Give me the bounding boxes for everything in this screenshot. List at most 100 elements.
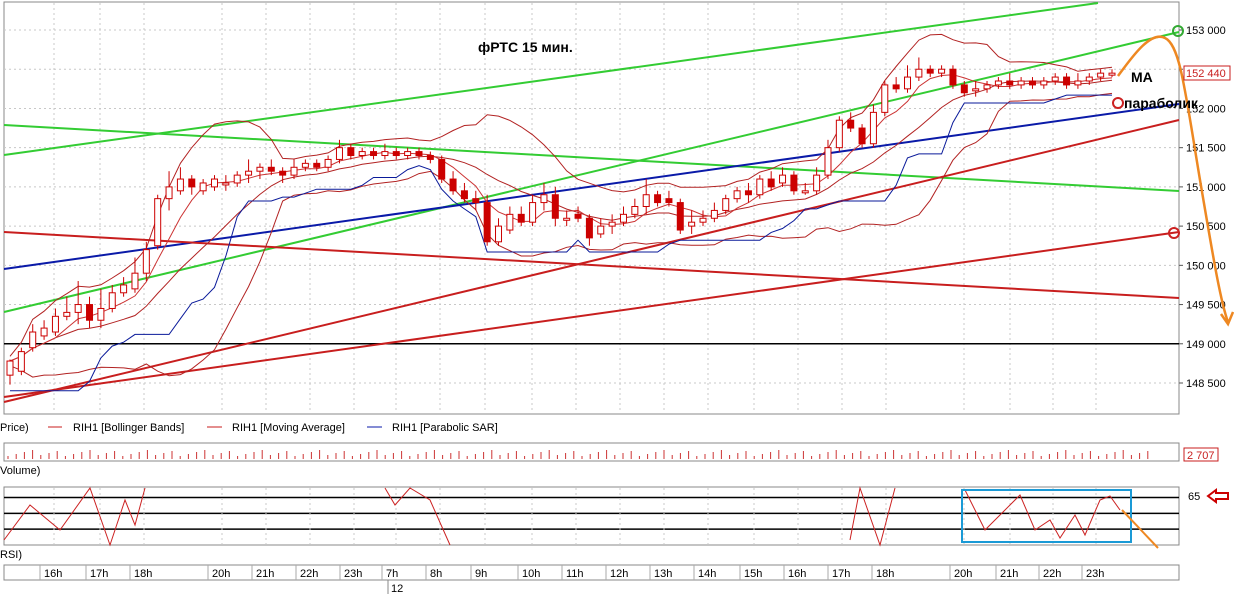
- candle: [335, 139, 343, 164]
- candle: [199, 179, 207, 195]
- candle: [869, 104, 877, 148]
- legend-bollinger: RIH1 [Bollinger Bands]: [73, 422, 184, 434]
- candle: [404, 147, 412, 160]
- candle: [756, 175, 764, 199]
- candle: [415, 147, 423, 160]
- candle: [495, 218, 503, 246]
- red-trend-down: [3, 231, 1180, 299]
- candle: [858, 124, 866, 148]
- y-tick-label: 153 000: [1186, 25, 1226, 37]
- candle: [642, 179, 650, 215]
- time-label: 17h: [832, 568, 850, 580]
- candle: [631, 198, 639, 219]
- candle: [506, 206, 514, 234]
- candle: [904, 65, 912, 93]
- candle: [222, 175, 230, 191]
- rsi-forecast-line: [1121, 509, 1159, 549]
- candle: [1017, 77, 1025, 89]
- time-label: 16h: [44, 568, 62, 580]
- candle: [165, 171, 173, 211]
- candle: [722, 194, 730, 215]
- red-trend-shallow: [3, 231, 1180, 398]
- target-circle-green: [1172, 25, 1184, 37]
- candle: [381, 143, 389, 160]
- candle: [63, 296, 71, 321]
- price-panel-frame: [3, 1, 1180, 415]
- candle: [563, 210, 571, 227]
- parabolic-annotation: параболик: [1124, 95, 1199, 111]
- forecast-overlays: [1112, 25, 1234, 327]
- candle: [1097, 69, 1105, 81]
- red-trend-steep: [3, 119, 1180, 403]
- last-price-badge: 152 440: [1183, 65, 1231, 81]
- candle: [483, 194, 491, 246]
- candle: [154, 194, 162, 250]
- candle: [597, 218, 605, 238]
- bollinger-upper: [9, 33, 1113, 357]
- y-tick-label: 151 000: [1186, 182, 1226, 194]
- target-circle-red: [1168, 227, 1180, 239]
- parabolic-sar-line: [10, 94, 1112, 392]
- candle: [881, 80, 889, 117]
- candle: [960, 80, 968, 97]
- candle: [256, 163, 264, 180]
- time-label: 9h: [475, 568, 487, 580]
- time-label: 7h: [386, 568, 398, 580]
- candle: [983, 80, 991, 93]
- candle: [619, 206, 627, 227]
- chart-annotation-title: фРТС 15 мин.: [478, 39, 573, 55]
- time-label: 15h: [744, 568, 762, 580]
- legend-price: Price): [0, 422, 29, 434]
- candle: [324, 155, 332, 172]
- candle: [608, 214, 616, 234]
- candle: [847, 112, 855, 132]
- candle: [245, 159, 253, 183]
- candle: [767, 171, 775, 191]
- candle: [74, 281, 82, 325]
- candle: [358, 147, 366, 160]
- candle: [97, 288, 105, 329]
- candle: [131, 257, 139, 293]
- candle: [1028, 77, 1036, 89]
- candle: [926, 65, 934, 78]
- time-label: 23h: [344, 568, 362, 580]
- candle: [551, 186, 559, 227]
- candle: [665, 190, 673, 207]
- y-tick-label: 149 000: [1186, 339, 1226, 351]
- time-label: 21h: [1000, 568, 1018, 580]
- forecast-arrowhead: [1219, 311, 1234, 327]
- time-label: 18h: [876, 568, 894, 580]
- ma-annotation: MA: [1131, 69, 1153, 85]
- volume-bars: [7, 450, 1149, 459]
- candle: [472, 190, 480, 211]
- forecast-curve: [1116, 35, 1230, 323]
- candle: [574, 206, 582, 223]
- candle: [17, 347, 25, 376]
- candle: [824, 139, 832, 180]
- rsi-level-label: 65: [1188, 491, 1200, 503]
- candle: [1063, 73, 1071, 89]
- y-tick-label: 148 500: [1186, 378, 1226, 390]
- candle: [915, 57, 923, 81]
- candle: [972, 80, 980, 97]
- candle: [699, 210, 707, 227]
- candle: [585, 214, 593, 246]
- candle: [733, 186, 741, 203]
- time-label: 20h: [954, 568, 972, 580]
- time-label: 10h: [522, 568, 540, 580]
- time-label: 8h: [430, 568, 442, 580]
- candle: [1006, 73, 1014, 89]
- time-label: 17h: [90, 568, 108, 580]
- candle: [688, 210, 696, 234]
- rsi-indicator: [3, 486, 1179, 549]
- candle: [210, 175, 218, 191]
- y-tick-label: 150 500: [1186, 221, 1226, 233]
- legend-parabolic-sar: RIH1 [Parabolic SAR]: [392, 422, 498, 434]
- candle: [1108, 69, 1116, 78]
- rsi-panel-label: RSI): [0, 549, 22, 561]
- candle: [301, 159, 309, 172]
- candle: [1085, 73, 1093, 85]
- legend: Price) RIH1 [Bollinger Bands] RIH1 [Movi…: [0, 422, 498, 434]
- candle: [813, 167, 821, 195]
